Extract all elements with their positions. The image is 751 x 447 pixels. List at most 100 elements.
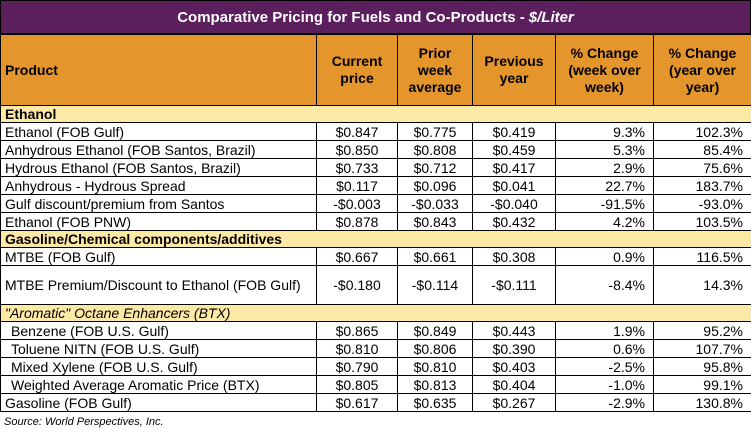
value-cell: 85.4% [653, 140, 751, 159]
value-cell: 14.3% [653, 265, 751, 305]
value-cell: $0.041 [472, 176, 556, 195]
data-row: Gasoline (FOB Gulf) $0.617 $0.635 $0.267 -2.… [0, 393, 751, 412]
product-cell: Mixed Xylene (FOB U.S. Gulf) [0, 357, 317, 376]
product-cell: MTBE (FOB Gulf) [0, 247, 317, 266]
value-cell: -$0.033 [397, 194, 473, 213]
data-row: Weighted Average Aromatic Price (BTX) $0.… [0, 375, 751, 394]
value-cell: 2.9% [555, 158, 654, 177]
product-cell: Toluene NITN (FOB U.S. Gulf) [0, 339, 317, 358]
title: Comparative Pricing for Fuels and Co-Pro… [177, 8, 525, 26]
value-cell: $0.267 [472, 393, 556, 412]
value-cell: 130.8% [653, 393, 751, 412]
section-title: "Aromatic" Octane Enhancers (BTX) [0, 304, 751, 322]
value-cell: -93.0% [653, 194, 751, 213]
title-bar: Comparative Pricing for Fuels and Co-Pro… [0, 0, 751, 34]
product-cell: Benzene (FOB U.S. Gulf) [0, 321, 317, 340]
product-cell: Gulf discount/premium from Santos [0, 194, 317, 213]
section: "Aromatic" Octane Enhancers (BTX) Benzene… [0, 304, 751, 412]
value-cell: -91.5% [555, 194, 654, 213]
value-cell: 5.3% [555, 140, 654, 159]
pricing-table: Product Current price Prior week average Pr… [0, 34, 751, 412]
section-title: Gasoline/Chemical components/additives [0, 230, 751, 248]
value-cell: $0.403 [472, 357, 556, 376]
value-cell: $0.775 [397, 122, 473, 141]
value-cell: -1.0% [555, 375, 654, 394]
value-cell: $0.117 [316, 176, 398, 195]
product-cell: Gasoline (FOB Gulf) [0, 393, 317, 412]
section-row: Gasoline/Chemical components/additives [0, 230, 751, 248]
value-cell: 9.3% [555, 122, 654, 141]
data-row: MTBE (FOB Gulf) $0.667 $0.661 $0.308 0.9% 116… [0, 247, 751, 266]
data-row: Hydrous Ethanol (FOB Santos, Brazil) $0.7… [0, 158, 751, 177]
value-cell: $0.443 [472, 321, 556, 340]
column-header: % Change (year over year) [653, 34, 751, 106]
value-cell: 95.2% [653, 321, 751, 340]
value-cell: 99.1% [653, 375, 751, 394]
data-row: Mixed Xylene (FOB U.S. Gulf) $0.790 $0.810… [0, 357, 751, 376]
data-row: Toluene NITN (FOB U.S. Gulf) $0.810 $0.806… [0, 339, 751, 358]
value-cell: $0.878 [316, 212, 398, 231]
value-cell: -$0.111 [472, 265, 556, 305]
data-row: Anhydrous Ethanol (FOB Santos, Brazil) $0… [0, 140, 751, 159]
value-cell: 0.6% [555, 339, 654, 358]
column-header: Previous year [472, 34, 556, 106]
product-cell: Anhydrous Ethanol (FOB Santos, Brazil) [0, 140, 317, 159]
value-cell: $0.808 [397, 140, 473, 159]
value-cell: $0.850 [316, 140, 398, 159]
section: Gasoline/Chemical components/additives MT… [0, 230, 751, 305]
value-cell: $0.417 [472, 158, 556, 177]
value-cell: $0.847 [316, 122, 398, 141]
product-cell: Anhydrous - Hydrous Spread [0, 176, 317, 195]
value-cell: 1.9% [555, 321, 654, 340]
value-cell: 183.7% [653, 176, 751, 195]
value-cell: $0.459 [472, 140, 556, 159]
value-cell: $0.712 [397, 158, 473, 177]
value-cell: -$0.114 [397, 265, 473, 305]
value-cell: $0.096 [397, 176, 473, 195]
value-cell: 75.6% [653, 158, 751, 177]
data-row: Ethanol (FOB Gulf) $0.847 $0.775 $0.419 9.3%… [0, 122, 751, 141]
product-cell: MTBE Premium/Discount to Ethanol (FOB Gu… [0, 265, 317, 305]
section-title: Ethanol [0, 105, 751, 123]
value-cell: $0.813 [397, 375, 473, 394]
column-header: Current price [316, 34, 398, 106]
value-cell: $0.308 [472, 247, 556, 266]
section: Ethanol Ethanol (FOB Gulf) $0.847 $0.775 $0.… [0, 105, 751, 231]
section-row: Ethanol [0, 105, 751, 123]
value-cell: 102.3% [653, 122, 751, 141]
data-row: Anhydrous - Hydrous Spread $0.117 $0.096 $0… [0, 176, 751, 195]
header-row: Product Current price Prior week average Pr… [0, 34, 751, 106]
column-header: Prior week average [397, 34, 473, 106]
source: Source: World Perspectives, Inc. [4, 416, 164, 428]
data-row: Benzene (FOB U.S. Gulf) $0.865 $0.849 $0.44… [0, 321, 751, 340]
value-cell: 116.5% [653, 247, 751, 266]
column-header: Product [0, 34, 317, 106]
value-cell: $0.843 [397, 212, 473, 231]
column-header: % Change (week over week) [555, 34, 654, 106]
value-cell: $0.390 [472, 339, 556, 358]
value-cell: -$0.003 [316, 194, 398, 213]
value-cell: 107.7% [653, 339, 751, 358]
value-cell: -$0.040 [472, 194, 556, 213]
data-row: MTBE Premium/Discount to Ethanol (FOB Gu… [0, 265, 751, 305]
value-cell: $0.790 [316, 357, 398, 376]
value-cell: -$0.180 [316, 265, 398, 305]
value-cell: $0.617 [316, 393, 398, 412]
data-row: Gulf discount/premium from Santos -$0.003… [0, 194, 751, 213]
title-unit: $/Liter [528, 8, 574, 26]
value-cell: 103.5% [653, 212, 751, 231]
value-cell: $0.806 [397, 339, 473, 358]
value-cell: $0.805 [316, 375, 398, 394]
product-cell: Ethanol (FOB Gulf) [0, 122, 317, 141]
value-cell: $0.810 [397, 357, 473, 376]
value-cell: 22.7% [555, 176, 654, 195]
value-cell: -2.9% [555, 393, 654, 412]
value-cell: $0.661 [397, 247, 473, 266]
value-cell: $0.404 [472, 375, 556, 394]
product-cell: Hydrous Ethanol (FOB Santos, Brazil) [0, 158, 317, 177]
value-cell: $0.865 [316, 321, 398, 340]
product-cell: Weighted Average Aromatic Price (BTX) [0, 375, 317, 394]
value-cell: $0.667 [316, 247, 398, 266]
value-cell: 95.8% [653, 357, 751, 376]
